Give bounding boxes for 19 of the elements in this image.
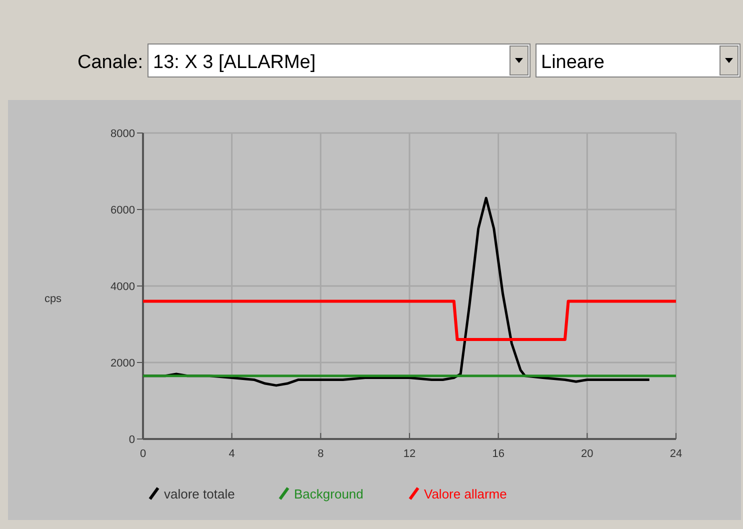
x-tick-label: 24 <box>670 448 682 460</box>
x-tick-label: 12 <box>403 448 416 460</box>
x-tick-label: 16 <box>492 448 504 460</box>
y-tick-label: 6000 <box>110 204 135 216</box>
x-tick-label: 0 <box>140 448 146 460</box>
legend-label: Valore allarme <box>424 486 507 502</box>
x-tick-label: 20 <box>581 448 594 460</box>
y-tick-label: 8000 <box>110 128 135 140</box>
x-tick-label: 8 <box>318 448 324 460</box>
legend-label: valore totale <box>164 486 235 502</box>
channel-dropdown: 13: X 3 [ALLARMe] <box>148 44 530 78</box>
text: Canale: <box>78 52 143 73</box>
y-tick-label: 4000 <box>110 280 135 293</box>
y-tick-label: 2000 <box>110 357 135 370</box>
scale-dropdown: Lineare <box>536 44 740 78</box>
y-axis-title: cps <box>44 293 62 305</box>
x-tick-label: 4 <box>228 448 235 460</box>
y-tick-label: 0 <box>128 434 135 446</box>
legend-label: Background <box>294 486 364 502</box>
